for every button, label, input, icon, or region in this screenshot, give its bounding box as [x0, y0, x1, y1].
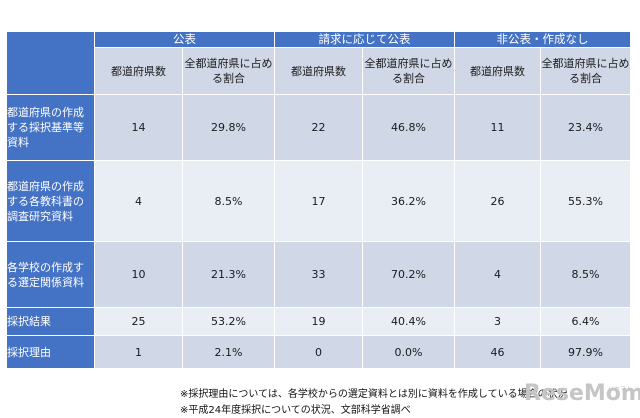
table-cell: 1	[95, 336, 183, 369]
table-cell: 25	[95, 308, 183, 336]
table-cell: 26	[455, 161, 541, 242]
resemom-watermark: ReseMom	[524, 381, 640, 406]
row-label: 採択理由	[7, 336, 95, 369]
table-cell: 40.4%	[363, 308, 455, 336]
table-cell: 2.1%	[183, 336, 275, 369]
table-cell: 10	[95, 242, 183, 308]
footnote-2: ※平成24年度採択についての状況、文部科学省調べ	[180, 405, 411, 416]
group-header-on-request: 請求に応じて公表	[275, 32, 455, 48]
table-row: 都道府県の作成する各教科書の調査研究資料 4 8.5% 17 36.2% 26 …	[7, 161, 631, 242]
table-cell: 70.2%	[363, 242, 455, 308]
row-label: 各学校の作成する選定関係資料	[7, 242, 95, 308]
table-cell: 21.3%	[183, 242, 275, 308]
table-cell: 33	[275, 242, 363, 308]
sub-header-count: 都道府県数	[455, 48, 541, 95]
disclosure-table: 公表 請求に応じて公表 非公表・作成なし 都道府県数 全都道府県に占める割合 都…	[7, 32, 631, 369]
table-cell: 4	[455, 242, 541, 308]
table-row: 採択結果 25 53.2% 19 40.4% 3 6.4%	[7, 308, 631, 336]
table-cell: 36.2%	[363, 161, 455, 242]
sub-header-ratio: 全都道府県に占める割合	[363, 48, 455, 95]
table-cell: 23.4%	[541, 95, 631, 161]
corner-cell	[7, 32, 95, 95]
table-cell: 8.5%	[541, 242, 631, 308]
sub-header-ratio: 全都道府県に占める割合	[541, 48, 631, 95]
resemom-watermark-kana: リセマム	[608, 386, 633, 393]
table-cell: 53.2%	[183, 308, 275, 336]
sub-header-count: 都道府県数	[275, 48, 363, 95]
table-cell: 3	[455, 308, 541, 336]
table-cell: 97.9%	[541, 336, 631, 369]
row-label: 都道府県の作成する採択基準等資料	[7, 95, 95, 161]
table-cell: 6.4%	[541, 308, 631, 336]
row-label: 都道府県の作成する各教科書の調査研究資料	[7, 161, 95, 242]
table-cell: 22	[275, 95, 363, 161]
table-cell: 29.8%	[183, 95, 275, 161]
group-header-public: 公表	[95, 32, 275, 48]
sub-header-ratio: 全都道府県に占める割合	[183, 48, 275, 95]
table-cell: 19	[275, 308, 363, 336]
group-header-not-public: 非公表・作成なし	[455, 32, 631, 48]
table-cell: 11	[455, 95, 541, 161]
table-cell: 46.8%	[363, 95, 455, 161]
table-cell: 0	[275, 336, 363, 369]
group-header-row: 公表 請求に応じて公表 非公表・作成なし	[7, 32, 631, 95]
table-cell: 0.0%	[363, 336, 455, 369]
table-cell: 4	[95, 161, 183, 242]
table-row: 都道府県の作成する採択基準等資料 14 29.8% 22 46.8% 11 23…	[7, 95, 631, 161]
sub-header-count: 都道府県数	[95, 48, 183, 95]
table-row: 各学校の作成する選定関係資料 10 21.3% 33 70.2% 4 8.5%	[7, 242, 631, 308]
table-cell: 17	[275, 161, 363, 242]
table-cell: 46	[455, 336, 541, 369]
footnote-1: ※採択理由については、各学校からの選定資料とは別に資料を作成している場合の状況	[180, 389, 568, 400]
sub-header-row: 都道府県数 全都道府県に占める割合 都道府県数 全都道府県に占める割合 都道府県…	[7, 48, 631, 95]
row-label: 採択結果	[7, 308, 95, 336]
table-cell: 55.3%	[541, 161, 631, 242]
table-cell: 14	[95, 95, 183, 161]
table-cell: 8.5%	[183, 161, 275, 242]
table-row: 採択理由 1 2.1% 0 0.0% 46 97.9%	[7, 336, 631, 369]
